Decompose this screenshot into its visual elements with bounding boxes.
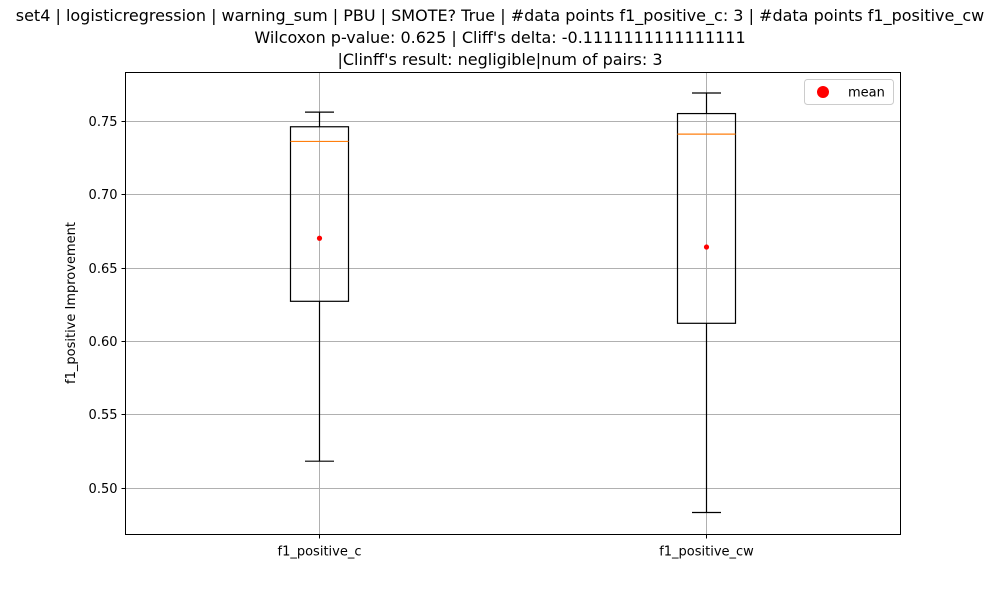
chart-title-line-1: set4 | logisticregression | warning_sum … <box>15 6 985 25</box>
y-axis-label: f1_positive Improvement <box>64 222 79 384</box>
y-tick-label: 0.65 <box>89 262 118 277</box>
iqr-box <box>289 126 350 302</box>
x-axis-ticks: f1_positive_c f1_positive_cw <box>278 534 754 560</box>
y-tick-label: 0.50 <box>89 482 118 497</box>
legend: mean <box>804 79 894 105</box>
y-tick-label: 0.55 <box>89 408 118 423</box>
x-tick-label: f1_positive_cw <box>659 545 754 560</box>
grid <box>125 72 901 535</box>
chart-title-line-2: Wilcoxon p-value: 0.625 | Cliff's delta:… <box>254 28 746 47</box>
box-f1_positive_c <box>289 111 350 462</box>
chart-title-line-3: |Clinff's result: negligible|num of pair… <box>337 50 663 69</box>
iqr-box <box>676 112 737 324</box>
y-tick-label: 0.70 <box>89 188 118 203</box>
mean-marker <box>703 244 710 250</box>
x-tick-label: f1_positive_c <box>278 545 362 560</box>
legend-mean-marker <box>817 86 829 98</box>
boxes <box>289 92 737 514</box>
y-tick-label: 0.60 <box>89 335 118 350</box>
y-tick-label: 0.75 <box>89 115 118 130</box>
legend-mean-label: mean <box>848 86 885 101</box>
box-f1_positive_cw <box>676 92 737 514</box>
mean-marker <box>316 235 323 241</box>
legend-frame <box>804 79 894 105</box>
plot-area-frame <box>125 72 901 535</box>
y-axis-ticks: 0.50 0.55 0.60 0.65 0.70 0.75 <box>89 115 126 497</box>
